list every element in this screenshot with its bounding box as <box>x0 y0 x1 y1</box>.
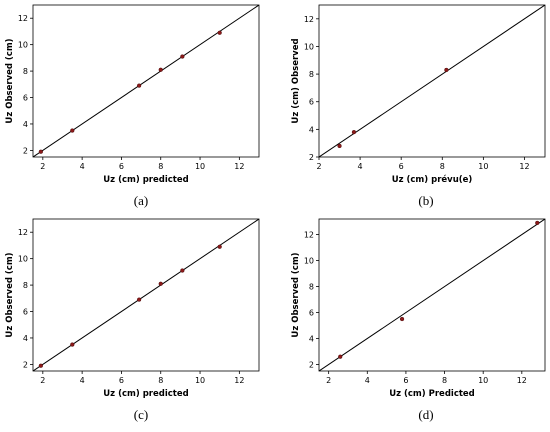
x-axis-label: Uz (cm) Predicted <box>389 389 475 399</box>
x-tick-label: 12 <box>234 376 244 385</box>
data-point <box>444 67 449 73</box>
reference-line <box>33 5 259 157</box>
y-tick-label: 10 <box>18 255 28 264</box>
reference-line <box>33 219 259 371</box>
x-tick-label: 2 <box>326 376 331 385</box>
x-axis-label: Uz (cm) predicted <box>103 389 188 399</box>
y-tick-label: 2 <box>23 360 28 369</box>
plot-c: 2 4 6 8 10 12 2 4 6 8 10 12 Uz (cm) predicted Uz Obse… <box>5 218 260 399</box>
plot-frame <box>318 218 546 372</box>
y-tick-label: 2 <box>23 146 28 155</box>
plot-frame <box>318 4 546 158</box>
y-tick-label: 4 <box>309 335 314 344</box>
x-tick-label: 12 <box>519 162 529 171</box>
y-tick-label: 8 <box>23 281 28 290</box>
y-tick-label: 12 <box>304 15 314 24</box>
x-tick-label: 10 <box>195 376 205 385</box>
reference-line <box>319 219 545 371</box>
x-tick-label: 6 <box>399 162 404 171</box>
x-tick-label: 4 <box>80 376 85 385</box>
data-point <box>158 67 163 72</box>
y-tick-label: 8 <box>23 67 28 76</box>
data-point <box>180 54 185 59</box>
x-tick-label: 2 <box>316 162 321 171</box>
data-point <box>337 143 342 149</box>
x-tick-label: 12 <box>234 162 244 171</box>
y-tick-label: 10 <box>18 41 28 50</box>
caption-a: (a) <box>133 193 149 208</box>
data-point <box>338 354 343 359</box>
x-tick-label: 2 <box>40 376 45 385</box>
plot-d: 2 4 6 8 10 12 2 4 6 8 10 12 Uz (cm) Predicted Uz Obse… <box>291 218 546 399</box>
data-point <box>38 363 43 368</box>
reference-line <box>319 5 545 157</box>
x-axis-label: Uz (cm) predicted <box>103 175 188 185</box>
y-tick-label: 4 <box>23 334 28 343</box>
data-point <box>70 128 75 133</box>
y-tick-label: 4 <box>309 125 314 134</box>
data-point <box>351 130 357 135</box>
x-tick-label: 10 <box>195 162 205 171</box>
y-tick-label: 6 <box>23 308 28 317</box>
plot-frame <box>32 218 260 372</box>
y-tick-label: 12 <box>18 228 28 237</box>
y-axis-label: Uz Observed (cm) <box>5 252 15 337</box>
plot-a: 2 4 6 8 10 12 2 4 6 8 10 12 Uz (cm) predicted Uz Obse… <box>5 4 260 185</box>
x-tick-label: 4 <box>365 376 370 385</box>
data-point <box>38 149 43 154</box>
y-tick-label: 6 <box>309 98 314 107</box>
y-tick-label: 4 <box>23 120 28 129</box>
y-tick-label: 10 <box>304 42 314 51</box>
y-tick-label: 6 <box>23 94 28 103</box>
data-point <box>137 297 142 302</box>
x-tick-label: 10 <box>478 162 488 171</box>
plot-b: 2 4 6 8 10 12 2 4 6 8 10 12 Uz (cm) prévu(e) Uz (cm) … <box>291 4 546 185</box>
plot-frame <box>32 4 260 158</box>
y-axis-label: Uz (cm) Observed <box>291 38 301 123</box>
caption-b: (b) <box>418 193 434 208</box>
x-tick-label: 4 <box>80 162 85 171</box>
y-axis-label: Uz Observed (cm) <box>291 252 301 337</box>
data-point <box>158 281 163 286</box>
data-point <box>399 316 405 322</box>
x-tick-label: 10 <box>478 376 488 385</box>
caption-d: (d) <box>418 407 434 422</box>
data-point <box>137 83 142 88</box>
x-axis-label: Uz (cm) prévu(e) <box>392 174 473 185</box>
x-tick-label: 6 <box>119 162 124 171</box>
x-tick-label: 6 <box>119 376 124 385</box>
x-tick-label: 12 <box>517 376 527 385</box>
y-axis-label: Uz Observed (cm) <box>5 38 15 123</box>
data-point <box>217 244 222 249</box>
data-point <box>180 268 185 273</box>
y-tick-label: 2 <box>309 361 314 370</box>
x-tick-label: 8 <box>442 376 447 385</box>
x-tick-label: 8 <box>440 162 445 171</box>
y-tick-label: 8 <box>309 283 314 292</box>
y-tick-label: 12 <box>18 14 28 23</box>
y-tick-label: 12 <box>304 231 314 240</box>
x-tick-label: 8 <box>158 376 163 385</box>
data-point <box>70 342 75 347</box>
y-tick-label: 8 <box>309 70 314 79</box>
x-tick-label: 8 <box>158 162 163 171</box>
y-tick-label: 10 <box>304 257 314 266</box>
x-tick-label: 6 <box>403 376 408 385</box>
data-point <box>535 220 540 225</box>
y-tick-label: 2 <box>309 153 314 162</box>
y-tick-label: 6 <box>309 309 314 318</box>
caption-c: (c) <box>133 407 149 422</box>
data-point <box>217 30 222 35</box>
x-tick-label: 2 <box>40 162 45 171</box>
x-tick-label: 4 <box>358 162 363 171</box>
